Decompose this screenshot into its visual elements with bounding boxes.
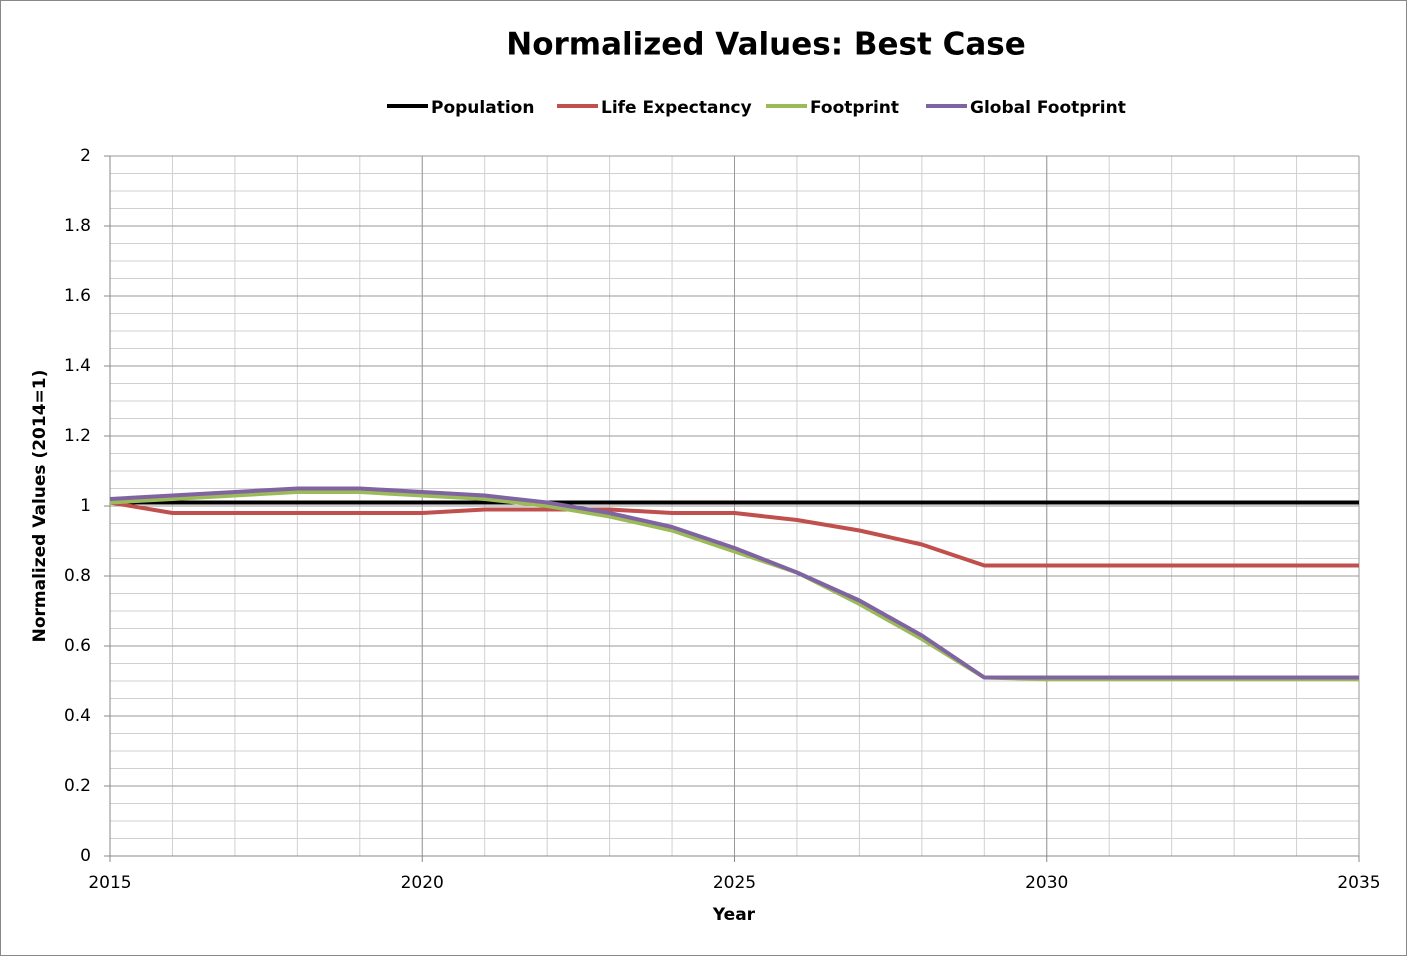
y-tick-label: 1 <box>80 496 91 516</box>
x-tick-label: 2035 <box>1337 873 1380 893</box>
y-tick-label: 0 <box>80 846 91 866</box>
legend-label: Footprint <box>810 98 899 118</box>
x-tick-label: 2030 <box>1025 873 1068 893</box>
y-tick-label: 2 <box>80 146 91 166</box>
y-tick-label: 0.2 <box>64 776 91 796</box>
x-tick-label: 2020 <box>401 873 444 893</box>
y-tick-label: 1.8 <box>64 216 91 236</box>
y-tick-label: 1.2 <box>64 426 91 446</box>
legend-label: Global Footprint <box>970 98 1126 118</box>
y-tick-label: 1.6 <box>64 286 91 306</box>
y-axis-label: Normalized Values (2014=1) <box>30 370 50 643</box>
series-line <box>109 486 1359 680</box>
x-tick-label: 2025 <box>713 873 756 893</box>
y-tick-label: 0.6 <box>64 636 91 656</box>
legend-label: Population <box>431 98 534 118</box>
chart-title: Normalized Values: Best Case <box>506 27 1026 63</box>
y-tick-label: 0.4 <box>64 706 91 726</box>
series-line <box>109 500 1359 568</box>
x-axis-label: Year <box>712 905 756 925</box>
x-tick-label: 2015 <box>88 873 131 893</box>
y-tick-label: 0.8 <box>64 566 91 586</box>
legend-label: Life Expectancy <box>601 98 752 118</box>
y-tick-label: 1.4 <box>64 356 91 376</box>
